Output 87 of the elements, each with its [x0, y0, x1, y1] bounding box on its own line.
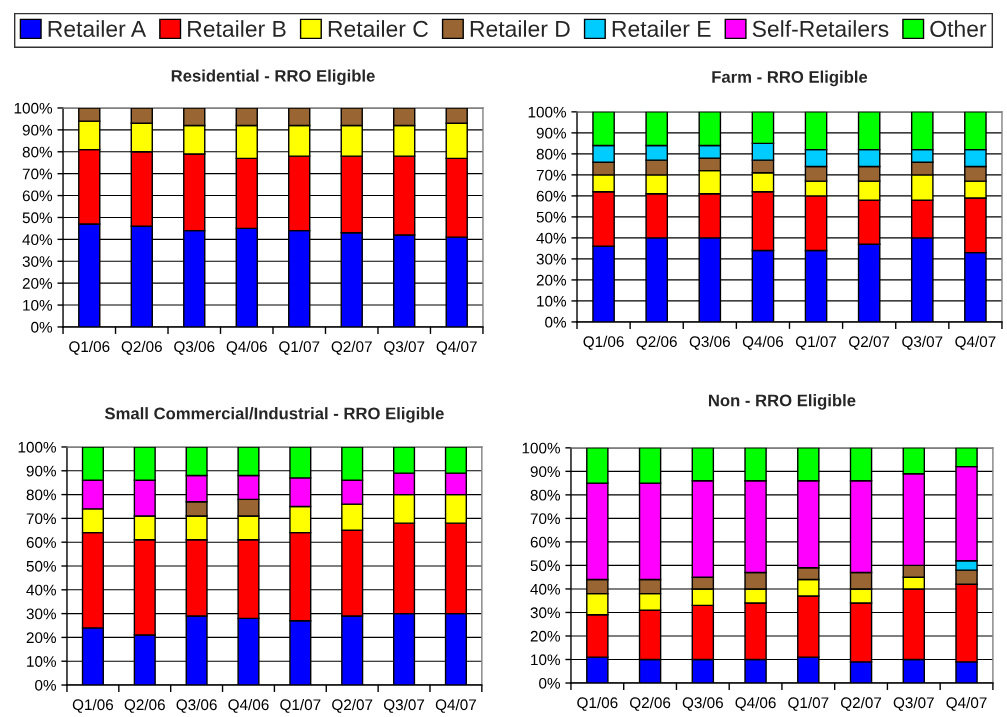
chart-title: Non - RRO Eligible: [708, 394, 856, 410]
y-tick-label: 0%: [545, 316, 567, 328]
legend-label: Retailer B: [188, 20, 286, 37]
chart-title: Residential - RRO Eligible: [171, 69, 375, 86]
x-tick-label: Q1/06: [583, 335, 624, 350]
y-tick-label: 40%: [22, 234, 53, 246]
y-tick-label: 80%: [26, 489, 57, 501]
x-tick-label: Q3/07: [383, 698, 425, 713]
x-tick-label: Q3/06: [689, 335, 730, 350]
y-tick-label: 40%: [26, 584, 57, 596]
x-tick-label: Q2/07: [331, 340, 372, 355]
y-tick-label: 20%: [26, 632, 57, 644]
y-tick-label: 50%: [22, 212, 53, 224]
y-tick-label: 60%: [536, 190, 567, 202]
y-tick-label: 40%: [536, 232, 567, 244]
y-tick-label: 70%: [22, 168, 53, 180]
y-tick-label: 0%: [539, 677, 561, 689]
x-tick-label: Q3/06: [176, 698, 217, 713]
y-tick-label: 30%: [536, 253, 567, 265]
x-tick-label: Q4/06: [735, 696, 776, 711]
x-tick-label: Q3/07: [384, 340, 425, 355]
x-tick-label: Q1/07: [795, 335, 837, 350]
x-tick-label: Q4/07: [435, 698, 476, 713]
chart-title: Small Commercial/Industrial - RRO Eligible: [104, 407, 444, 423]
x-tick-label: Q3/07: [902, 335, 943, 350]
y-tick-label: 20%: [530, 630, 561, 642]
y-tick-label: 20%: [22, 278, 53, 289]
legend-label: Retailer D: [470, 20, 570, 37]
y-tick-label: 20%: [536, 274, 567, 286]
y-tick-label: 0%: [31, 321, 53, 333]
x-tick-label: Q1/07: [788, 696, 829, 711]
legend-label: Retailer C: [328, 20, 428, 37]
x-tick-label: Q4/06: [742, 335, 784, 350]
y-tick-label: 50%: [26, 560, 57, 572]
x-tick-label: Q2/07: [849, 335, 890, 350]
x-tick-label: Q3/07: [893, 696, 934, 711]
y-tick-label: 50%: [536, 211, 567, 223]
y-tick-label: 10%: [531, 654, 561, 666]
y-tick-label: 60%: [26, 537, 57, 548]
y-tick-label: 80%: [530, 489, 561, 501]
y-tick-label: 90%: [22, 124, 53, 136]
y-tick-label: 100%: [18, 441, 57, 453]
x-tick-label: Q2/07: [332, 698, 373, 713]
y-tick-label: 100%: [522, 442, 561, 454]
x-tick-label: Q1/06: [72, 698, 114, 713]
x-tick-label: Q2/06: [630, 696, 671, 711]
y-tick-label: 100%: [14, 102, 53, 114]
y-tick-label: 30%: [26, 608, 57, 620]
x-tick-label: Q1/07: [279, 340, 320, 355]
x-tick-label: Q4/06: [226, 340, 267, 355]
y-tick-label: 100%: [528, 106, 567, 118]
x-tick-label: Q4/07: [436, 340, 477, 355]
chart-title: Farm - RRO Eligible: [712, 70, 868, 87]
y-tick-label: 40%: [530, 583, 561, 595]
x-tick-label: Q3/06: [174, 340, 215, 355]
y-tick-label: 90%: [530, 466, 561, 478]
y-tick-label: 70%: [26, 513, 57, 525]
x-tick-label: Q1/06: [69, 340, 110, 355]
y-tick-label: 90%: [26, 465, 57, 477]
x-tick-label: Q2/06: [636, 335, 677, 350]
y-tick-label: 10%: [23, 299, 53, 311]
y-tick-label: 30%: [530, 607, 561, 619]
x-tick-label: Q2/06: [124, 698, 165, 713]
y-tick-label: 70%: [530, 513, 561, 525]
y-tick-label: 70%: [536, 169, 567, 181]
legend-label: Other: [930, 20, 987, 37]
y-tick-label: 80%: [536, 148, 567, 160]
y-tick-label: 90%: [536, 127, 567, 139]
x-tick-label: Q1/06: [577, 696, 618, 711]
y-tick-label: 60%: [22, 190, 53, 202]
y-tick-label: 30%: [22, 256, 53, 267]
y-tick-label: 80%: [22, 146, 53, 158]
legend-label: Self-Retailers: [752, 20, 889, 37]
y-tick-label: 10%: [537, 295, 567, 307]
legend-label: Retailer E: [612, 20, 711, 37]
x-tick-label: Q2/06: [121, 340, 162, 355]
x-tick-label: Q2/07: [840, 696, 882, 711]
x-tick-label: Q4/07: [946, 696, 987, 711]
legend-label: Retailer A: [48, 20, 147, 37]
y-tick-label: 50%: [530, 560, 561, 572]
y-tick-label: 10%: [27, 656, 57, 667]
x-tick-label: Q3/06: [682, 696, 723, 711]
y-tick-label: 60%: [530, 536, 561, 548]
x-tick-label: Q1/07: [280, 698, 321, 713]
x-tick-label: Q4/06: [228, 698, 269, 713]
x-tick-label: Q4/07: [955, 335, 996, 350]
y-tick-label: 0%: [35, 679, 57, 691]
